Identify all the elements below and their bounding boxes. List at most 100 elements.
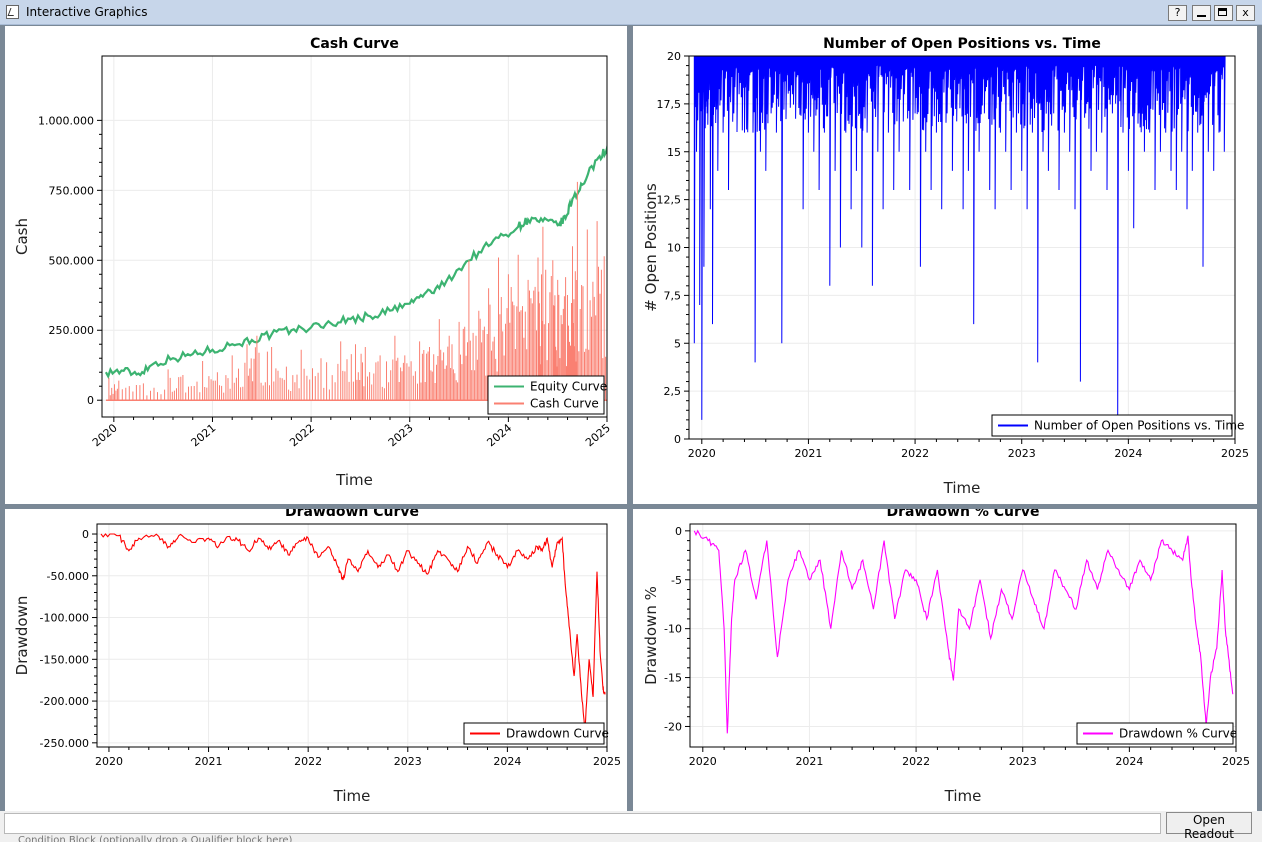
maximize-button[interactable] — [1214, 5, 1233, 21]
y-axis: 0 250.000 500.000 750.000 1.000.000 — [38, 114, 102, 407]
series-drawdown-curve — [100, 533, 606, 729]
status-footer-text: Condition Block (optionally drop a Quali… — [18, 835, 293, 842]
legend-label: Cash Curve — [530, 397, 599, 411]
open-readout-button[interactable]: Open Readout — [1166, 812, 1252, 841]
y-axis: 0 2,5 5 7,5 10 12,5 15 17,5 20 — [657, 50, 689, 446]
series-drawdown-curve — [693, 529, 1234, 734]
y-axis: 0 -50.000 -100.000 -150.000 -200.000 -250.000 — [40, 528, 97, 750]
x-tick-label: 2020 — [95, 755, 123, 768]
x-tick-label: 2020 — [90, 421, 120, 449]
legend-box — [1076, 722, 1234, 745]
open-positions-panel[interactable]: Number of Open Positions vs. Time 0 2,5 5 7,… — [633, 26, 1257, 504]
x-axis-label: Time — [944, 787, 982, 805]
status-bar: Open Readout Condition Block (optionally… — [0, 811, 1262, 842]
x-tick-label: 2024 — [1114, 447, 1142, 460]
help-button[interactable]: ? — [1168, 5, 1187, 21]
y-tick-label: 1.000.000 — [38, 114, 94, 127]
x-tick-label: 2025 — [1222, 755, 1250, 768]
legend[interactable]: Drawdown Curve — [463, 722, 609, 745]
y-tick-label: 0 — [674, 433, 681, 446]
close-button[interactable]: x — [1236, 5, 1255, 21]
y-axis: 0 -5 -10 -15 -20 — [664, 525, 690, 733]
x-tick-label: 2024 — [1115, 755, 1143, 768]
y-tick-label: 250.000 — [49, 324, 95, 337]
y-tick-label: 0 — [675, 525, 682, 538]
y-tick-label: 7,5 — [664, 289, 682, 302]
chart-title: Cash Curve — [310, 36, 399, 52]
app-icon — [6, 5, 19, 19]
legend-label: Drawdown Curve — [506, 727, 609, 741]
y-tick-label: -10 — [664, 623, 682, 636]
legend[interactable]: Number of Open Positions vs. Time — [991, 414, 1244, 437]
y-tick-label: -150.000 — [40, 653, 89, 666]
cash-curve-panel[interactable]: Cash Curve 0 250.000 500.000 750.000 1.000.00… — [5, 26, 627, 504]
y-tick-label: -5 — [671, 574, 682, 587]
x-tick-label: 2021 — [195, 755, 223, 768]
x-tick-label: 2022 — [287, 421, 317, 449]
series-number-of-open-positions-vs-time — [693, 56, 1226, 420]
x-tick-label: 2020 — [688, 447, 716, 460]
x-axis-label: Time — [943, 479, 981, 497]
title-bar[interactable]: Interactive Graphics ? x — [0, 0, 1262, 25]
x-axis: 2020 2021 2022 2023 2024 2025 — [688, 439, 1249, 460]
x-tick-label: 2022 — [901, 447, 929, 460]
y-tick-label: 500.000 — [49, 254, 95, 267]
x-tick-label: 2025 — [593, 755, 621, 768]
y-axis-label: Drawdown — [13, 596, 31, 676]
chart-title: Drawdown % Curve — [887, 509, 1040, 520]
drawdown-curve-panel[interactable]: Drawdown Curve 0 -50.000 -100.000 -150.000 -2… — [5, 509, 627, 811]
x-axis: 2020 2021 2022 2023 2024 2025 — [689, 747, 1250, 768]
x-tick-label: 2023 — [386, 421, 416, 449]
chart-area: Cash Curve 0 250.000 500.000 750.000 1.000.00… — [0, 25, 1262, 811]
x-axis-label: Time — [335, 471, 373, 489]
open-positions-chart[interactable]: Number of Open Positions vs. Time 0 2,5 5 7,… — [633, 26, 1257, 504]
legend-label: Number of Open Positions vs. Time — [1034, 419, 1244, 433]
x-tick-label: 2023 — [394, 755, 422, 768]
x-tick-label: 2025 — [583, 421, 613, 449]
y-axis-label: Cash — [13, 218, 31, 255]
x-axis-label: Time — [333, 787, 371, 805]
y-tick-label: 0 — [87, 394, 94, 407]
grid — [690, 524, 1237, 747]
drawdown-curve-chart[interactable]: Drawdown Curve 0 -50.000 -100.000 -150.000 -2… — [5, 509, 627, 811]
plot-area[interactable] — [104, 76, 627, 401]
x-tick-label: 2022 — [294, 755, 322, 768]
legend[interactable]: Drawdown % Curve — [1076, 722, 1237, 745]
x-tick-label: 2023 — [1009, 755, 1037, 768]
x-tick-label: 2021 — [795, 755, 823, 768]
series-cash-curve — [108, 181, 607, 401]
legend[interactable]: Equity Curve Cash Curve — [487, 375, 607, 415]
chart-title: Drawdown Curve — [285, 509, 419, 520]
plot-area[interactable] — [693, 56, 1226, 420]
y-tick-label: 2,5 — [664, 385, 682, 398]
readout-field — [4, 813, 1161, 834]
plot-frame — [689, 523, 1237, 748]
y-tick-label: 20 — [667, 50, 681, 63]
y-tick-label: 12,5 — [657, 194, 682, 207]
y-tick-label: 5 — [674, 337, 681, 350]
x-tick-label: 2023 — [1008, 447, 1036, 460]
x-tick-label: 2021 — [794, 447, 822, 460]
y-tick-label: -50.000 — [47, 570, 89, 583]
y-tick-label: 0 — [82, 528, 89, 541]
x-tick-label: 2024 — [484, 421, 514, 449]
grid — [97, 524, 608, 747]
drawdown-pct-curve-chart[interactable]: Drawdown % Curve 0 -5 -10 -15 -20 2020 2021 2022… — [633, 509, 1257, 811]
legend-label: Drawdown % Curve — [1119, 727, 1237, 741]
y-tick-label: -100.000 — [40, 612, 89, 625]
y-tick-label: -15 — [664, 672, 682, 685]
y-tick-label: 17,5 — [657, 98, 682, 111]
window-title: Interactive Graphics — [26, 5, 148, 19]
x-tick-label: 2025 — [1221, 447, 1249, 460]
y-axis-label: Drawdown % — [642, 586, 660, 685]
y-axis-label: # Open Positions — [642, 183, 660, 312]
series-equity-curve — [104, 142, 607, 380]
x-tick-label: 2022 — [902, 755, 930, 768]
minimize-button[interactable] — [1192, 5, 1211, 21]
plot-area[interactable] — [693, 529, 1234, 734]
drawdown-pct-curve-panel[interactable]: Drawdown % Curve 0 -5 -10 -15 -20 2020 2021 2022… — [633, 509, 1257, 811]
plot-area[interactable] — [100, 533, 606, 729]
cash-curve-chart[interactable]: Cash Curve 0 250.000 500.000 750.000 1.000.00… — [5, 26, 627, 504]
plot-frame — [101, 55, 608, 418]
y-tick-label: 15 — [667, 146, 681, 159]
